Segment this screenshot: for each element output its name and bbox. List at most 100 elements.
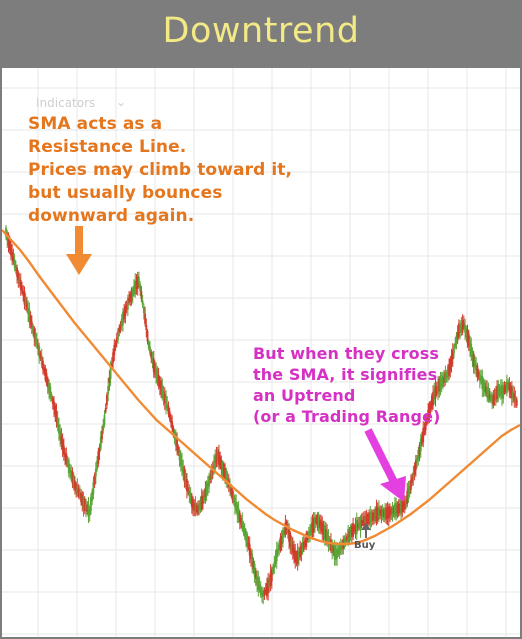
candle-body bbox=[293, 547, 295, 558]
candle-body bbox=[14, 265, 17, 271]
candle-body bbox=[422, 428, 425, 442]
candle-body bbox=[283, 529, 286, 536]
candle-body bbox=[390, 509, 393, 514]
candle-body bbox=[152, 358, 155, 372]
candle-body bbox=[183, 468, 186, 482]
candle-body bbox=[408, 486, 411, 494]
candle-body bbox=[401, 500, 404, 513]
candle-body bbox=[258, 584, 261, 591]
candle-body bbox=[237, 508, 240, 520]
candle-body bbox=[110, 362, 113, 368]
candle-body bbox=[270, 568, 273, 582]
candle-body bbox=[218, 451, 220, 465]
candle-body bbox=[459, 324, 462, 334]
candle-body bbox=[51, 398, 54, 404]
candle-body bbox=[126, 297, 129, 310]
candle-body bbox=[240, 518, 242, 525]
candle-body bbox=[194, 502, 197, 513]
candle-body bbox=[53, 401, 55, 410]
candle-body bbox=[284, 522, 287, 535]
candle-body bbox=[449, 359, 452, 371]
sma-line bbox=[2, 229, 520, 546]
candle-body bbox=[136, 276, 139, 289]
candle-body bbox=[107, 385, 110, 395]
candle-body bbox=[188, 491, 191, 497]
candle-body bbox=[129, 293, 132, 302]
candle-body bbox=[304, 540, 306, 545]
candle-body bbox=[92, 481, 95, 495]
candle-body bbox=[384, 508, 386, 520]
candle-body bbox=[435, 386, 438, 394]
candle-body bbox=[90, 497, 92, 511]
candle-body bbox=[64, 452, 66, 458]
candle-body bbox=[442, 375, 444, 388]
candle-body bbox=[418, 444, 421, 456]
indicators-menu-label[interactable]: Indicators bbox=[36, 96, 96, 110]
candle-body bbox=[128, 297, 130, 303]
candle-body bbox=[117, 330, 119, 340]
candle-body bbox=[209, 475, 212, 480]
candle-body bbox=[350, 525, 353, 537]
candle-body bbox=[28, 308, 31, 323]
candle-body bbox=[98, 447, 101, 453]
candle-body bbox=[259, 586, 262, 596]
candle-body bbox=[490, 394, 492, 401]
candle-body bbox=[204, 487, 207, 498]
candle-body bbox=[263, 590, 266, 595]
candle-body bbox=[386, 508, 389, 518]
candle-body bbox=[305, 533, 308, 547]
candle-body bbox=[174, 433, 177, 447]
candle-body bbox=[179, 454, 182, 466]
candle-body bbox=[106, 394, 108, 406]
candle-body bbox=[365, 513, 368, 526]
candle-body bbox=[266, 583, 268, 597]
candle-body bbox=[70, 470, 73, 478]
candle-body bbox=[248, 544, 251, 556]
candle-body bbox=[229, 484, 231, 491]
candle-body bbox=[288, 528, 290, 542]
candle-body bbox=[391, 507, 394, 515]
candle-body bbox=[236, 504, 239, 516]
candle-body bbox=[322, 525, 325, 535]
candle-body bbox=[187, 487, 190, 493]
candle-body bbox=[480, 377, 482, 383]
candle-body bbox=[339, 545, 342, 551]
candle-body bbox=[312, 518, 315, 532]
candle-body bbox=[172, 427, 175, 433]
candle-body bbox=[434, 386, 437, 399]
candle-body bbox=[87, 503, 90, 517]
candle-body bbox=[242, 524, 245, 533]
candle-body bbox=[215, 453, 218, 464]
candle-body bbox=[46, 378, 49, 388]
candle-body bbox=[123, 310, 126, 320]
candle-body bbox=[427, 409, 430, 421]
candle-body bbox=[268, 577, 271, 588]
candle-body bbox=[26, 303, 28, 310]
candle-body bbox=[349, 526, 352, 538]
chevron-down-icon[interactable]: ⌄ bbox=[116, 95, 127, 109]
candle-body bbox=[336, 548, 338, 559]
candle-body bbox=[331, 541, 334, 554]
candle-body bbox=[67, 459, 70, 474]
candle-body bbox=[247, 542, 250, 548]
candle-body bbox=[81, 494, 84, 506]
candle-body bbox=[58, 424, 60, 434]
candle-body bbox=[199, 499, 202, 511]
candle-body bbox=[200, 495, 203, 510]
candle-body bbox=[158, 379, 161, 388]
candle-body bbox=[231, 489, 234, 501]
candle-body bbox=[251, 553, 254, 567]
candle-body bbox=[168, 411, 171, 419]
candle-body bbox=[23, 290, 26, 305]
candle-body bbox=[513, 393, 516, 402]
candle-body bbox=[410, 480, 412, 490]
candle-body bbox=[48, 383, 50, 392]
candle-body bbox=[461, 319, 464, 333]
candle-body bbox=[208, 475, 210, 487]
candle-body bbox=[364, 517, 367, 523]
candle-body bbox=[118, 327, 121, 333]
candle-body bbox=[376, 506, 379, 521]
candle-body bbox=[12, 256, 15, 262]
candle-body bbox=[69, 467, 71, 473]
candle-body bbox=[32, 325, 34, 333]
